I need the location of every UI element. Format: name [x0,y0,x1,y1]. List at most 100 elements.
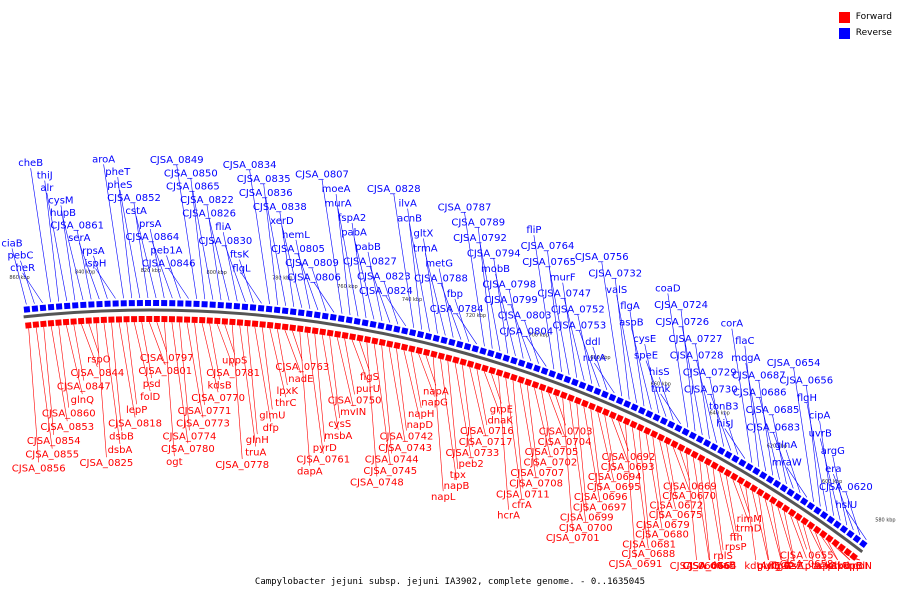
forward-gene-block [244,319,251,327]
reverse-gene-leader [601,262,623,397]
reverse-gene-label: CJSA_0835 [237,174,291,185]
forward-gene-leader [512,380,524,489]
reverse-gene-label: pabB [355,242,381,253]
reverse-gene-block [608,393,617,402]
forward-gene-label: rimM [737,514,762,525]
forward-gene-label: CJSA_0745 [363,466,417,477]
forward-gene-label: dapA [297,467,323,478]
forward-gene-block [191,316,198,323]
forward-gene-label: pta [805,561,821,572]
forward-gene-block [296,325,304,333]
forward-gene-label: kdpB [825,561,850,572]
forward-gene-block [168,316,176,323]
reverse-gene-label: hslU [836,500,858,511]
reverse-gene-block [353,317,361,325]
reverse-gene-leader [548,266,570,375]
forward-gene-leader [35,327,53,449]
forward-gene-label: CJSA_0855 [25,450,79,461]
forward-gene-leader [519,382,537,478]
forward-gene-block [831,538,840,548]
reverse-gene-leader [367,251,383,322]
reverse-gene-leader [772,414,787,485]
reverse-gene-label: ruvA [583,353,606,364]
reverse-gene-label: CJSA_0807 [295,170,349,181]
reverse-gene-label: hupB [50,208,76,219]
reverse-gene-leader [667,293,689,428]
forward-gene-label: peb2 [458,459,483,470]
forward-gene-leader [96,323,107,458]
forward-gene-block [749,484,758,493]
forward-swatch [838,11,850,23]
forward-gene-leader [246,326,258,435]
reverse-gene-label: CJSA_0806 [287,272,341,283]
forward-gene-leader [440,358,457,481]
reverse-gene-block [852,534,862,544]
forward-gene-block [545,386,554,394]
reverse-gene-block [432,334,440,342]
forward-gene-block [517,376,525,384]
reverse-gene-leader [819,420,834,516]
reverse-gene-label: CJSA_0784 [430,304,484,315]
reverse-gene-label: CJSA_0826 [182,209,236,220]
reverse-gene-label: rpsA [82,246,105,257]
forward-gene-leader [299,331,311,466]
reverse-gene-leader [385,295,407,327]
reverse-gene-block [329,313,337,321]
forward-gene-label: napB [444,481,470,492]
reverse-gene-leader [133,202,149,299]
reverse-gene-label: tmk [651,384,671,395]
forward-gene-leader [133,322,151,392]
forward-gene-block [615,414,624,423]
reverse-gene-block [345,316,353,324]
forward-gene-block [743,480,752,489]
forward-gene-leader [666,443,677,500]
reverse-gene-label: hisJ [716,419,733,430]
reverse-gene-label: CJSA_0732 [588,268,642,279]
forward-gene-label: CJSA_0854 [27,436,81,447]
reverse-gene-label: CJSA_0788 [414,274,468,285]
forward-gene-block [176,316,183,323]
reverse-gene-leader [119,189,141,299]
forward-gene-leader [827,540,838,561]
forward-gene-leader [491,373,502,404]
forward-gene-label: CJSA_0774 [163,431,217,442]
forward-gene-label: msbA [324,431,352,442]
reverse-gene-label: speE [634,351,658,362]
reverse-gene-block [772,479,782,489]
reverse-gene-label: CJSA_0686 [733,388,787,399]
reverse-gene-leader [103,164,124,299]
forward-gene-block [40,320,47,328]
forward-gene-label: cfrA [512,500,532,511]
reverse-gene-label: moeA [322,184,351,195]
reverse-gene-leader [493,258,509,354]
forward-gene-leader [306,332,324,454]
forward-gene-label: rplI [852,561,868,572]
reverse-gene-block [233,302,241,310]
forward-gene-block [559,391,568,400]
reverse-gene-label: CJSA_0822 [180,195,234,206]
reverse-gene-label: CJSA_0752 [551,305,605,316]
forward-gene-block [608,411,617,420]
forward-gene-block [690,450,699,459]
reverse-gene-leader [680,310,696,432]
reverse-gene-leader [845,491,861,535]
forward-gene-leader [597,411,615,482]
forward-gene-label: glnQ [71,395,94,406]
reverse-gene-label: CJSA_0724 [654,300,708,311]
reverse-gene-label: CJSA_0787 [438,202,492,213]
forward-gene-block [683,447,692,456]
reverse-gene-block [502,354,511,362]
forward-gene-label: hcrA [497,511,520,522]
tick-label: 680 kbp [590,355,610,361]
forward-gene-block [459,358,467,366]
forward-gene-leader [224,324,235,355]
forward-gene-leader [783,511,795,561]
forward-gene-label: CJSA_0818 [108,418,162,429]
forward-gene-label: CJSA_0696 [574,492,628,503]
genome-backbone [23,308,864,553]
forward-gene-leader [432,357,444,492]
forward-gene-leader [796,519,808,550]
reverse-gene-leader [710,394,732,451]
reverse-gene-leader [759,397,780,480]
reverse-gene-label: CJSA_0852 [107,193,161,204]
